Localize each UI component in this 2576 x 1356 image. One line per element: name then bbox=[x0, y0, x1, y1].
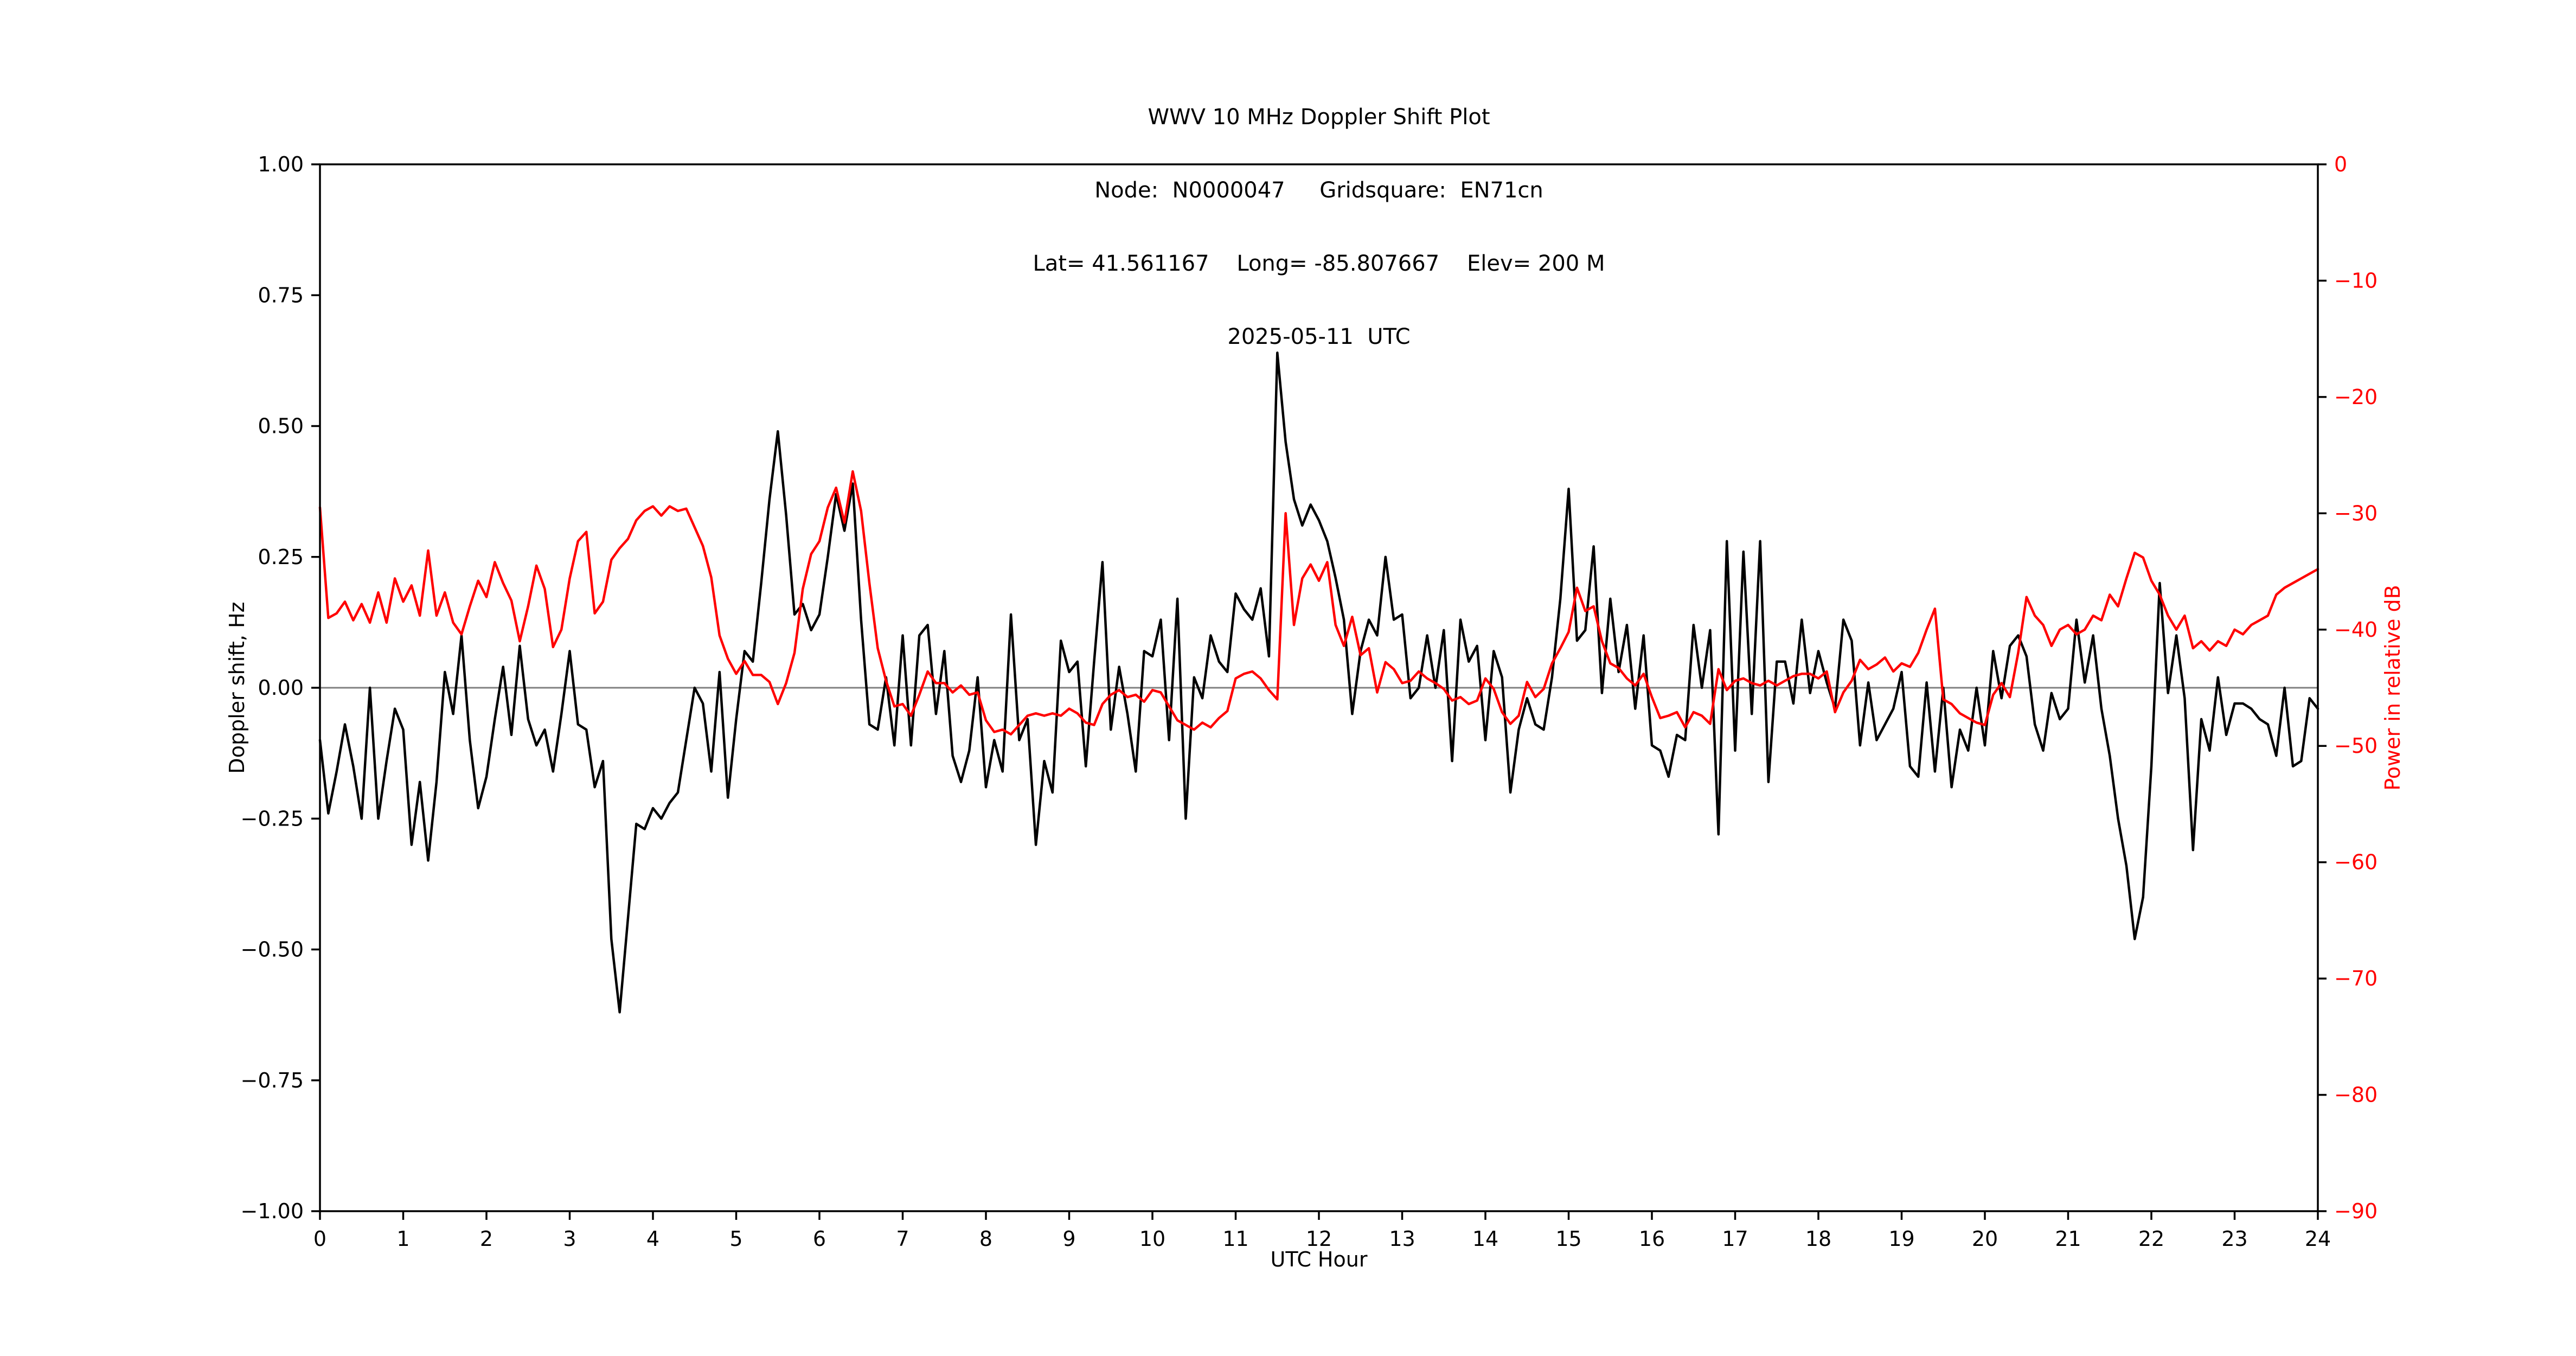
left-tick-label: −0.75 bbox=[241, 1069, 304, 1092]
x-tick-label: 23 bbox=[2221, 1227, 2247, 1251]
x-tick-label: 24 bbox=[2305, 1227, 2331, 1251]
right-tick-label: −90 bbox=[2334, 1199, 2378, 1223]
x-tick-label: 16 bbox=[1639, 1227, 1665, 1251]
left-tick-label: 0.00 bbox=[258, 676, 304, 700]
left-tick-label: 0.25 bbox=[258, 545, 304, 569]
left-axis-ticks: 1.00 0.75 0.50 0.25 0.00 −0.25 −0.50 −0.75 −1.00 bbox=[241, 152, 320, 1223]
x-tick-label: 20 bbox=[1972, 1227, 1998, 1251]
x-tick-label: 14 bbox=[1472, 1227, 1498, 1251]
x-tick-label: 6 bbox=[813, 1227, 826, 1251]
x-tick-label: 2 bbox=[480, 1227, 493, 1251]
right-axis-ticks: 0 −10 −20 −30 −40 −50 −60 −70 −80 −90 bbox=[2318, 152, 2378, 1223]
x-axis-title: UTC Hour bbox=[1270, 1248, 1368, 1271]
left-axis-title: Doppler shift, Hz bbox=[225, 602, 249, 774]
right-tick-label: 0 bbox=[2334, 152, 2347, 176]
right-axis-title: Power in relative dB bbox=[2381, 585, 2405, 791]
right-tick-label: −80 bbox=[2334, 1083, 2378, 1107]
x-tick-label: 22 bbox=[2138, 1227, 2164, 1251]
x-tick-label: 1 bbox=[396, 1227, 409, 1251]
chart-subtitle-location: Lat= 41.561167 Long= -85.807667 Elev= 20… bbox=[1033, 251, 1605, 276]
x-tick-label: 5 bbox=[729, 1227, 742, 1251]
x-tick-label: 8 bbox=[979, 1227, 992, 1251]
x-tick-label: 18 bbox=[1805, 1227, 1831, 1251]
x-tick-label: 19 bbox=[1888, 1227, 1914, 1251]
chart-title: WWV 10 MHz Doppler Shift Plot bbox=[1148, 105, 1490, 130]
x-tick-label: 7 bbox=[896, 1227, 909, 1251]
x-tick-label: 15 bbox=[1555, 1227, 1581, 1251]
left-tick-label: 0.50 bbox=[258, 414, 304, 438]
right-tick-label: −40 bbox=[2334, 618, 2378, 642]
left-tick-label: −0.25 bbox=[241, 807, 304, 830]
right-tick-label: −20 bbox=[2334, 385, 2378, 409]
right-tick-label: −60 bbox=[2334, 850, 2378, 874]
left-tick-label: 0.75 bbox=[258, 283, 304, 307]
right-tick-label: −30 bbox=[2334, 501, 2378, 525]
chart-subtitle-date: 2025-05-11 UTC bbox=[1227, 324, 1411, 349]
left-tick-label: −0.50 bbox=[241, 938, 304, 962]
x-tick-label: 3 bbox=[563, 1227, 576, 1251]
x-tick-label: 12 bbox=[1306, 1227, 1332, 1251]
chart-subtitle-node: Node: N0000047 Gridsquare: EN71cn bbox=[1094, 178, 1543, 203]
right-tick-label: −70 bbox=[2334, 967, 2378, 990]
right-tick-label: −50 bbox=[2334, 734, 2378, 758]
left-tick-label: 1.00 bbox=[258, 152, 304, 176]
x-tick-label: 10 bbox=[1139, 1227, 1165, 1251]
chart-title-block: WWV 10 MHz Doppler Shift Plot Node: N000… bbox=[320, 56, 2318, 398]
left-tick-label: −1.00 bbox=[241, 1199, 304, 1223]
power_relative_db-line bbox=[318, 470, 2319, 736]
doppler_shift_hz-line bbox=[318, 351, 2319, 1014]
x-tick-label: 21 bbox=[2055, 1227, 2081, 1251]
x-axis-ticks: 0 1 2 3 4 5 6 7 8 9 10 11 12 13 14 15 16 17 18 19 20 21 22 23 24 bbox=[313, 1211, 2331, 1251]
x-tick-label: 0 bbox=[313, 1227, 326, 1251]
right-tick-label: −10 bbox=[2334, 268, 2378, 292]
x-tick-label: 17 bbox=[1722, 1227, 1748, 1251]
x-tick-label: 11 bbox=[1222, 1227, 1248, 1251]
x-tick-label: 4 bbox=[646, 1227, 659, 1251]
x-tick-label: 13 bbox=[1389, 1227, 1415, 1251]
x-tick-label: 9 bbox=[1062, 1227, 1075, 1251]
